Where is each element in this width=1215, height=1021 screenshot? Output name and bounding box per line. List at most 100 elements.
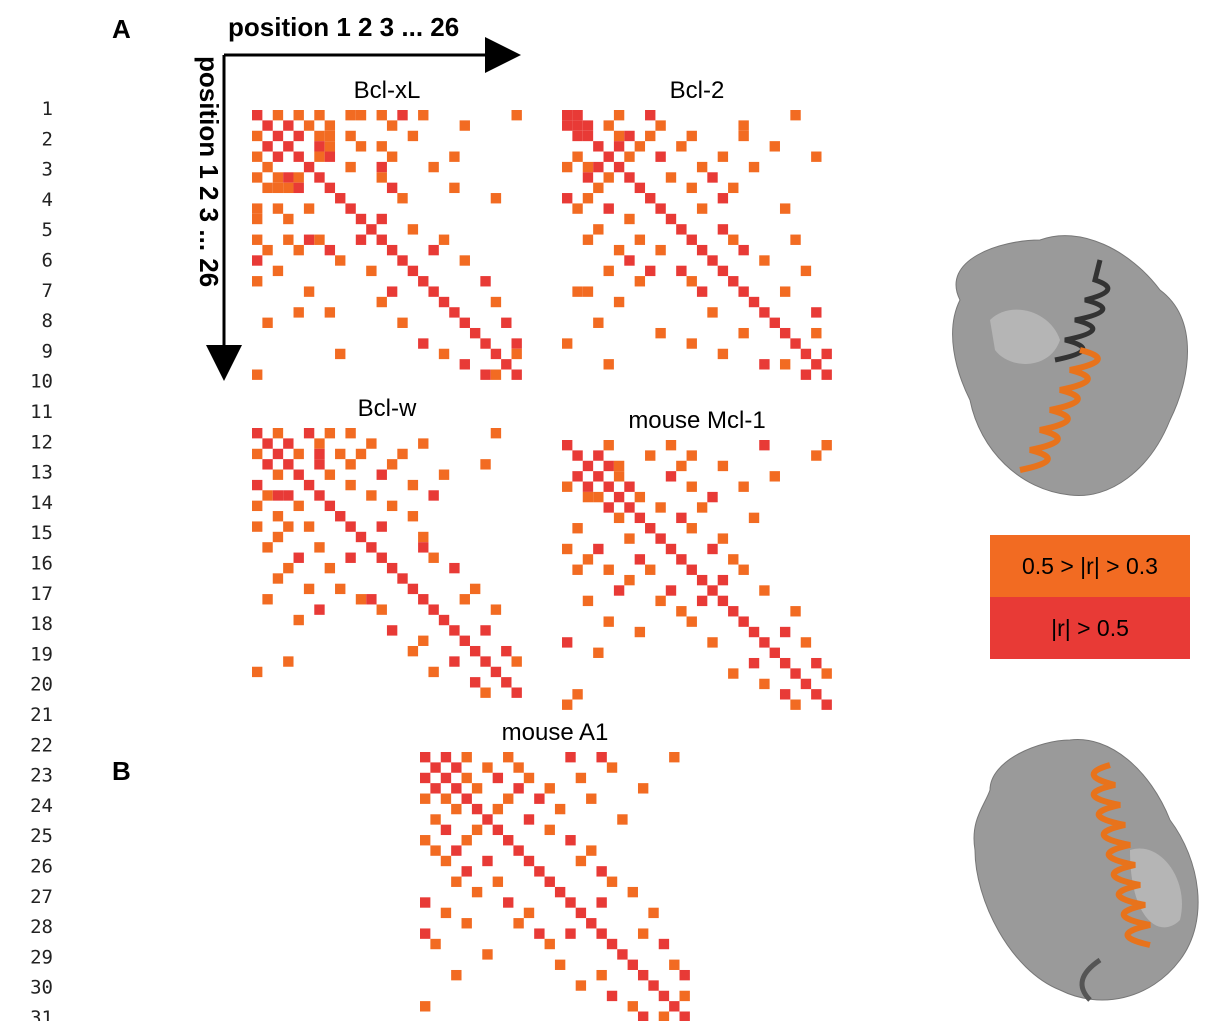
heatmap-cell (420, 1001, 431, 1012)
heatmap-cell (554, 803, 566, 815)
heatmap-cell (480, 369, 491, 380)
heatmap-cell (438, 348, 450, 360)
heatmap-cell (686, 276, 697, 287)
heatmap-cell (293, 172, 304, 183)
heatmap-cell (324, 244, 336, 256)
heatmap-cell (335, 255, 346, 266)
diagonal-cell (386, 562, 398, 574)
heatmap-cell (451, 803, 462, 815)
heatmap-cell (738, 327, 749, 339)
diagonal-cell (603, 151, 614, 162)
heatmap-cell (283, 120, 294, 131)
diagonal-cell (345, 521, 356, 532)
heatmap-cell (707, 637, 718, 648)
heatmap-cell (696, 502, 708, 513)
diagonal-cell (821, 699, 832, 710)
heatmap-cell (582, 481, 594, 492)
panel-title: mouse Mcl-1 (628, 407, 765, 434)
diagonal-cell (613, 161, 625, 173)
heatmap-cell (572, 110, 583, 121)
heatmap-cell (461, 752, 472, 763)
heatmap-cell (480, 459, 491, 470)
heatmap-cell (624, 213, 635, 225)
heatmap-cell (811, 450, 822, 461)
heatmap-cell (451, 845, 462, 856)
diagonal-cell (586, 918, 597, 929)
heatmap-cell (459, 255, 470, 266)
heatmap-cell (696, 286, 708, 297)
protein-top (952, 235, 1188, 497)
heatmap-cell (314, 542, 325, 553)
heatmap-cell (513, 783, 524, 794)
heatmap-cell (459, 594, 470, 605)
heatmap-cell (503, 897, 514, 908)
heatmap-cell (572, 564, 583, 575)
heatmap-cell (355, 110, 367, 121)
heatmap-cell (645, 450, 656, 461)
line-number: 14 (30, 492, 53, 514)
heatmap-cell (779, 359, 791, 370)
line-number: 3 (42, 159, 53, 181)
heatmap-cell (582, 234, 594, 245)
diagonal-cell (252, 428, 263, 439)
heatmap-cell (324, 469, 336, 480)
heatmap-cell (759, 359, 770, 370)
heatmap-cell (562, 120, 573, 131)
heatmap-cell (572, 151, 583, 162)
diagonal-cell (686, 564, 697, 575)
diagonal-cell (707, 255, 718, 266)
heatmap-cell (748, 512, 760, 524)
heatmap-cell (624, 574, 635, 586)
heatmap-cell (293, 130, 304, 142)
heatmap-cell (262, 317, 273, 328)
diagonal-cell (469, 327, 481, 339)
heatmap-cell (717, 348, 729, 360)
heatmap-cell (490, 296, 502, 308)
line-number: 19 (30, 643, 53, 665)
heatmap-cell (790, 234, 801, 245)
heatmap-cell (544, 783, 555, 794)
heatmap-cell (562, 637, 573, 648)
heatmap-cell (324, 307, 336, 318)
heatmap-cell (440, 855, 452, 867)
diagonal-cell (790, 668, 801, 679)
heatmap-cell (655, 244, 666, 256)
diagonal-cell (562, 440, 573, 451)
diagonal-cell (554, 886, 566, 898)
diagonal-cell (676, 554, 687, 565)
heatmap-cell (314, 438, 325, 449)
diagonal-cell (303, 161, 315, 173)
heatmap-cell (430, 938, 441, 950)
heatmap-cell (686, 481, 697, 492)
heatmap-cell (386, 182, 398, 194)
heatmap-cell (738, 564, 749, 575)
heatmap-cell (252, 130, 263, 142)
heatmap-cell (386, 151, 398, 162)
diagonal-cell (655, 203, 666, 214)
heatmap-cell (471, 886, 483, 898)
heatmap-cell (272, 511, 284, 522)
heatmap-cell (582, 172, 594, 183)
heatmap-cell (821, 348, 832, 360)
heatmap-cell (440, 752, 452, 763)
heatmap-cell (283, 234, 294, 245)
heatmap-cell (366, 438, 377, 449)
heatmap-cell (252, 255, 263, 266)
heatmap-cell (303, 428, 315, 439)
heatmap-cell (293, 448, 304, 460)
diagonal-cell (617, 949, 628, 960)
line-number: 26 (30, 856, 53, 878)
heatmap-cell (440, 793, 452, 804)
heatmap-cell (779, 626, 791, 638)
diagonal-cell (272, 448, 284, 460)
heatmap-cell (603, 172, 614, 183)
heatmap-cell (779, 286, 791, 297)
heatmap-cell (645, 110, 656, 121)
diagonal-cell (418, 594, 429, 605)
line-number: 25 (30, 825, 53, 847)
heatmap-cell (717, 193, 729, 204)
heatmap-cell (624, 130, 635, 142)
heatmap-cell (596, 752, 607, 763)
heatmap-cell (593, 450, 604, 461)
